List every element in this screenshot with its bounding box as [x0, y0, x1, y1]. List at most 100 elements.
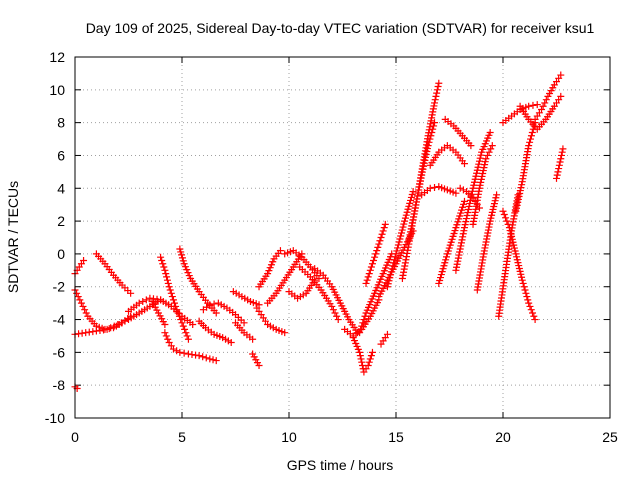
data-point: [184, 269, 192, 277]
data-point: [559, 145, 567, 153]
data-point: [525, 299, 533, 307]
data-point: [475, 184, 483, 192]
data-point: [399, 223, 407, 231]
data-point: [558, 148, 566, 156]
data-point: [525, 142, 533, 150]
data-point: [477, 178, 485, 186]
data-point: [512, 204, 520, 212]
series-arc33: [426, 142, 468, 169]
data-point: [82, 309, 90, 317]
data-point: [357, 325, 365, 333]
data-point: [478, 172, 486, 180]
data-point: [390, 256, 398, 264]
data-point: [135, 299, 143, 307]
data-point: [527, 135, 535, 143]
data-point: [419, 165, 427, 173]
data-point: [407, 193, 415, 201]
data-point: [334, 316, 342, 324]
data-point: [329, 306, 337, 314]
data-point: [427, 132, 435, 140]
data-point: [481, 158, 489, 166]
data-point: [557, 151, 565, 159]
data-point: [139, 297, 147, 305]
data-point: [227, 339, 235, 347]
data-point: [240, 319, 248, 327]
data-point: [161, 329, 169, 337]
data-point: [366, 266, 374, 274]
data-point: [500, 211, 508, 219]
data-point: [394, 241, 402, 249]
data-point: [539, 102, 547, 110]
data-point: [452, 266, 460, 274]
y-tick-label: 10: [49, 82, 65, 98]
data-point: [516, 187, 524, 195]
data-point: [443, 253, 451, 261]
data-point: [460, 227, 468, 235]
data-point: [180, 260, 188, 268]
data-point: [426, 184, 434, 192]
data-point: [206, 301, 214, 309]
series-arc28: [377, 330, 391, 348]
y-tick-label: 8: [57, 115, 65, 131]
grid: [75, 57, 610, 418]
data-point: [453, 263, 461, 271]
data-point: [388, 265, 396, 273]
data-point: [164, 335, 172, 343]
series-arc01: [71, 286, 135, 333]
data-point: [553, 171, 561, 179]
data-point: [177, 248, 185, 256]
data-point: [486, 128, 494, 136]
data-point: [531, 316, 539, 324]
data-point: [528, 128, 536, 136]
data-point: [174, 309, 182, 317]
data-point: [363, 276, 371, 284]
data-point: [181, 263, 189, 271]
data-point: [359, 319, 367, 327]
data-point: [422, 150, 430, 158]
data-point: [504, 220, 512, 228]
data-point: [477, 175, 485, 183]
data-point: [554, 168, 562, 176]
data-point: [178, 254, 186, 262]
data-points: [71, 71, 567, 392]
data-point: [429, 125, 437, 133]
data-point: [173, 306, 181, 314]
data-point: [519, 279, 527, 287]
series-arc08: [157, 253, 192, 343]
data-point: [372, 250, 380, 258]
series-arc07: [148, 297, 169, 328]
series-arc16: [249, 350, 263, 369]
data-point: [391, 253, 399, 261]
data-point: [352, 340, 360, 348]
data-point: [349, 334, 357, 342]
data-point: [396, 235, 404, 243]
data-point: [458, 236, 466, 244]
data-point: [423, 145, 431, 153]
series-arc06: [125, 294, 197, 328]
data-point: [557, 71, 565, 79]
data-point: [172, 302, 180, 310]
data-point: [438, 268, 446, 276]
data-point: [523, 293, 531, 301]
data-point: [103, 325, 111, 333]
data-point: [183, 332, 191, 340]
data-point: [249, 335, 257, 343]
data-point: [386, 274, 394, 282]
data-point: [73, 289, 81, 297]
data-point: [461, 221, 469, 229]
data-point: [454, 257, 462, 265]
data-point: [459, 186, 467, 194]
data-point: [76, 296, 84, 304]
data-point: [255, 361, 263, 369]
data-point: [526, 302, 534, 310]
data-point: [426, 135, 434, 143]
data-point: [462, 215, 470, 223]
data-point: [431, 119, 439, 127]
data-point: [212, 357, 220, 365]
data-point: [420, 162, 428, 170]
data-point: [376, 237, 384, 245]
data-point: [163, 273, 171, 281]
data-point: [181, 325, 189, 333]
data-point: [209, 356, 217, 364]
series-arc13: [229, 288, 263, 309]
